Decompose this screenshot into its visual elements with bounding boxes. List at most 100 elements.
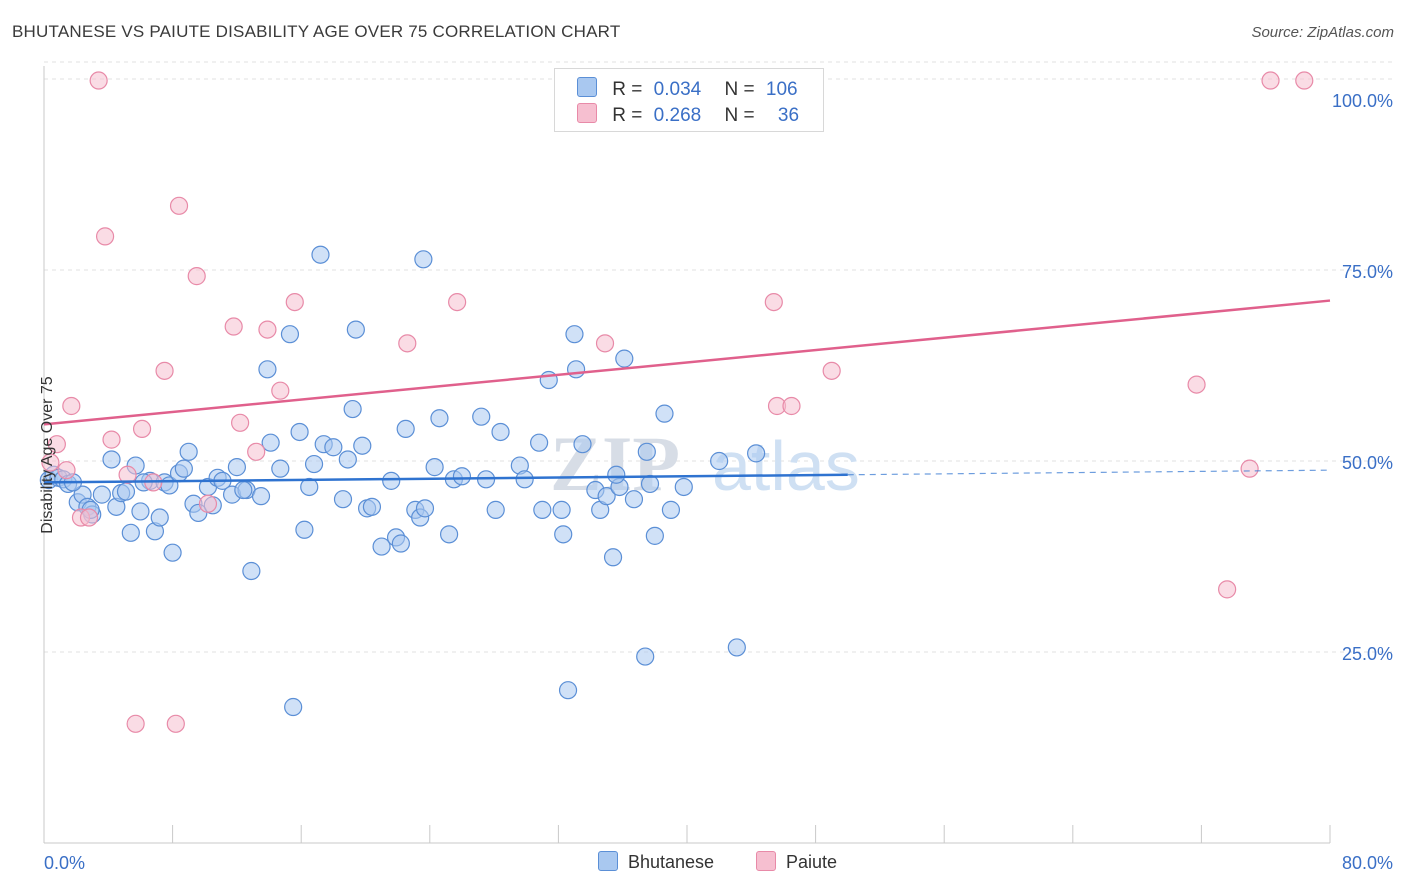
legend-r-value: 0.268 <box>653 105 702 126</box>
y-tick-label: 75.0% <box>1342 262 1393 282</box>
bhutanese-point <box>174 459 193 478</box>
bhutanese-point <box>414 250 433 269</box>
bhutanese-point <box>565 325 584 344</box>
bhutanese-trend-extension <box>847 469 1331 476</box>
bhutanese-point <box>353 436 372 455</box>
bhutanese-point <box>372 537 391 556</box>
bhutanese-point <box>472 407 491 426</box>
bhutanese-point <box>163 543 182 562</box>
bhutanese-point <box>343 399 362 419</box>
bhutanese-point <box>261 433 280 452</box>
paiute-trend-line <box>43 299 1331 426</box>
bhutanese-point <box>396 419 415 439</box>
paiute-point <box>231 413 250 432</box>
bhutanese-point <box>271 459 290 478</box>
bhutanese-point <box>645 526 664 545</box>
bhutanese-point <box>655 404 674 423</box>
bhutanese-point <box>362 497 382 516</box>
bhutanese-point <box>311 245 330 264</box>
bhutanese-point <box>491 422 510 442</box>
bhutanese-point <box>661 500 681 519</box>
bhutanese-point <box>727 638 746 657</box>
paiute-point <box>1261 71 1280 90</box>
paiute-point <box>822 361 841 380</box>
paiute-point <box>187 267 206 286</box>
paiute-point <box>118 465 137 484</box>
bhutanese-point <box>333 490 353 509</box>
bhutanese-point <box>430 409 449 428</box>
paiute-point <box>1187 375 1206 394</box>
bhutanese-point <box>227 458 246 477</box>
legend-n-value: 36 <box>777 105 800 126</box>
bhutanese-trend-line <box>43 473 848 484</box>
legend-r-label: R = <box>612 105 643 126</box>
paiute-point <box>169 196 189 215</box>
axes <box>43 66 1331 844</box>
paiute-point <box>198 494 218 513</box>
bhutanese-point <box>566 360 586 379</box>
legend-row-bhutanese: R = 0.034 N = 106 <box>577 77 798 100</box>
series-legend: Bhutanese Paiute <box>0 851 1406 875</box>
bhutanese-point <box>131 502 150 521</box>
bhutanese-point <box>530 433 549 452</box>
paiute-point <box>132 419 152 439</box>
bhutanese-point <box>280 325 300 344</box>
bhutanese-point <box>258 360 277 379</box>
legend-n-label: N = <box>724 105 755 126</box>
bhutanese-point <box>382 471 401 490</box>
watermark-text: atlas <box>712 427 860 505</box>
bhutanese-point <box>515 470 534 489</box>
bhutanese-point <box>242 561 261 581</box>
bhutanese-point <box>304 454 324 474</box>
bhutanese-point <box>415 499 435 518</box>
legend-r-label: R = <box>612 79 643 100</box>
paiute-point <box>782 396 801 416</box>
y-tick-label: 50.0% <box>1342 453 1393 473</box>
y-tick-label: 100.0% <box>1332 91 1393 111</box>
y-tick-label: 25.0% <box>1342 644 1393 664</box>
legend-n-value: 106 <box>765 79 798 100</box>
paiute-swatch <box>756 851 776 871</box>
bhutanese-point <box>615 349 634 368</box>
bhutanese-point <box>425 458 444 477</box>
paiute-point <box>258 320 277 339</box>
tick-labels: 25.0% 50.0% 75.0% 100.0% 0.0% 80.0% <box>44 91 1393 873</box>
paiute-point <box>102 430 121 449</box>
bhutanese-point <box>92 485 111 504</box>
legend-item-bhutanese[interactable]: Bhutanese <box>598 851 714 873</box>
paiute-point <box>285 292 304 312</box>
bhutanese-label: Bhutanese <box>628 852 715 872</box>
paiute-point <box>1295 71 1314 90</box>
legend-item-paiute[interactable]: Paiute <box>756 851 837 873</box>
bhutanese-point <box>486 500 505 519</box>
bhutanese-point <box>284 697 303 717</box>
bhutanese-point <box>533 500 552 519</box>
bhutanese-point <box>150 508 169 527</box>
paiute-point <box>1240 459 1259 478</box>
bhutanese-point <box>234 480 253 500</box>
paiute-point <box>595 334 615 353</box>
bhutanese-point <box>295 520 314 539</box>
paiute-point <box>1218 580 1237 599</box>
paiute-point <box>57 461 76 480</box>
bhutanese-point <box>607 465 626 484</box>
bhutanese-point <box>338 450 357 469</box>
bhutanese-point <box>116 482 136 501</box>
bhutanese-point <box>290 422 309 442</box>
bhutanese-point <box>554 525 573 544</box>
bhutanese-point <box>558 681 578 700</box>
paiute-point <box>62 396 81 416</box>
x-tick-label-left: 0.0% <box>44 853 85 873</box>
correlation-legend: R = 0.034 N = 106 R = 0.268 N = 36 <box>554 68 824 132</box>
bhutanese-point <box>121 523 140 542</box>
paiute-point <box>247 442 266 461</box>
bhutanese-point <box>636 647 655 666</box>
paiute-point <box>224 317 243 336</box>
legend-swatch-pink <box>577 103 597 123</box>
bhutanese-point <box>637 442 656 461</box>
bhutanese-point <box>573 435 592 454</box>
bhutanese-point <box>324 438 343 457</box>
bhutanese-point <box>346 320 365 339</box>
paiute-label: Paiute <box>786 852 838 872</box>
